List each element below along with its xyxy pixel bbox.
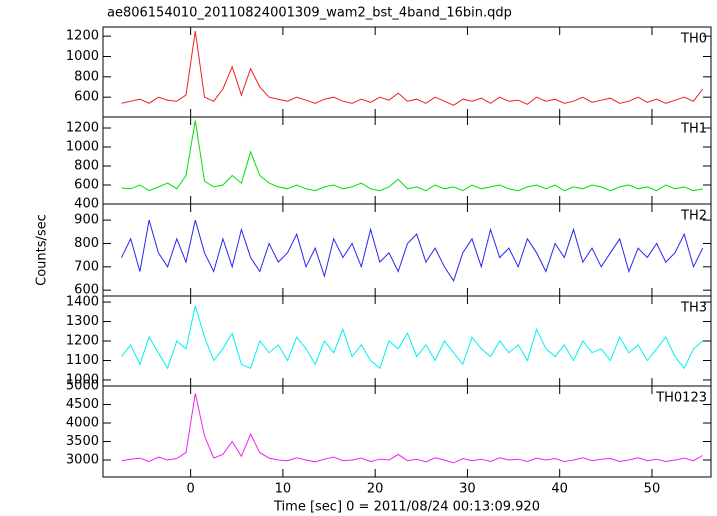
- y-tick-label: 600: [74, 283, 99, 298]
- y-tick-label: 4500: [66, 397, 99, 412]
- y-tick-label: 5000: [66, 379, 99, 394]
- y-tick-label: 3500: [66, 434, 99, 449]
- y-tick-label: 1200: [66, 29, 99, 44]
- x-axis-label: Time [sec] 0 = 2011/08/24 00:13:09.920: [273, 500, 540, 515]
- panel-label: TH3: [680, 301, 707, 316]
- panel-label: TH1: [680, 122, 707, 137]
- y-tick-label: 1200: [66, 121, 99, 136]
- data-line: [121, 219, 704, 282]
- chart-title: ae806154010_20110824001309_wam2_bst_4ban…: [107, 6, 512, 21]
- panel-label: TH0: [680, 32, 707, 47]
- y-tick-label: 600: [74, 90, 99, 105]
- y-tick-label: 1400: [66, 295, 99, 310]
- y-tick-label: 1300: [66, 314, 99, 329]
- panel-frame: [102, 203, 712, 297]
- y-tick-label: 1000: [66, 49, 99, 64]
- panel-frame: [102, 385, 712, 478]
- data-line: [121, 393, 703, 464]
- y-tick-label: 3000: [66, 452, 99, 467]
- y-tick-label: 400: [74, 197, 99, 212]
- data-line: [121, 305, 704, 370]
- x-tick-label: 20: [367, 482, 384, 497]
- x-tick-label: 40: [551, 482, 568, 497]
- x-tick-label: 10: [275, 482, 292, 497]
- y-tick-label: 4000: [66, 415, 99, 430]
- y-tick-label: 1100: [66, 353, 99, 368]
- y-tick-label: 800: [74, 159, 99, 174]
- data-line: [121, 120, 703, 192]
- y-tick-label: 700: [74, 259, 99, 274]
- x-tick-label: 50: [644, 482, 661, 497]
- y-tick-label: 1200: [66, 334, 99, 349]
- panel-label: TH0123: [655, 391, 707, 406]
- data-line: [121, 31, 704, 106]
- y-tick-label: 900: [74, 213, 99, 228]
- x-tick-label: 30: [459, 482, 476, 497]
- y-tick-label: 600: [74, 178, 99, 193]
- y-tick-label: 1000: [66, 372, 99, 387]
- x-tick-label: 0: [187, 482, 195, 497]
- y-axis-label: Counts/sec: [35, 214, 50, 286]
- panel-frame: [102, 116, 712, 205]
- y-tick-label: 800: [74, 69, 99, 84]
- y-tick-label: 800: [74, 236, 99, 251]
- panel-label: TH2: [680, 209, 707, 224]
- y-tick-label: 1000: [66, 140, 99, 155]
